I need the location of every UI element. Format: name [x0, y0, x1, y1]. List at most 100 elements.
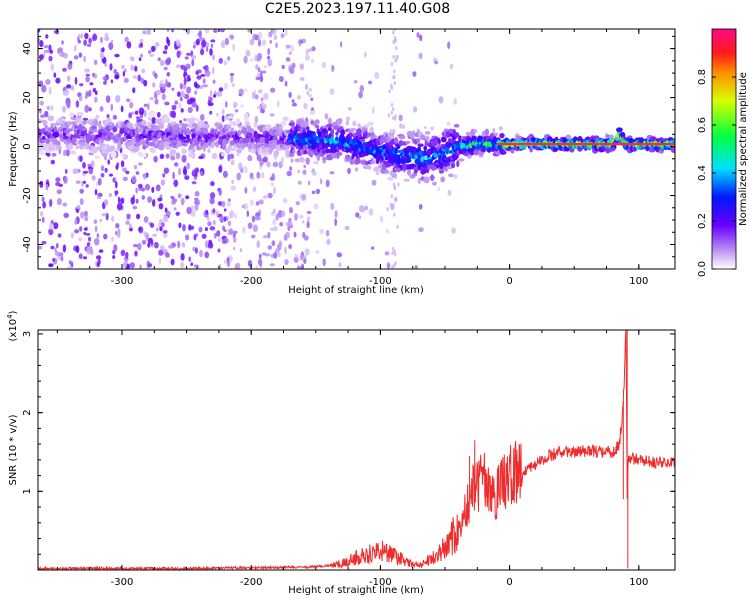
noise-speck — [331, 65, 335, 70]
noise-speck — [204, 251, 210, 259]
noise-speck — [84, 104, 90, 113]
noise-speck — [190, 209, 196, 217]
signal-blob — [284, 146, 290, 150]
snr-y-tick-label: 2 — [22, 409, 33, 415]
noise-speck — [175, 152, 181, 160]
noise-speck — [419, 34, 423, 42]
noise-speck — [259, 259, 263, 268]
noise-speck — [121, 65, 125, 69]
noise-speck — [62, 202, 68, 207]
noise-speck — [116, 202, 123, 211]
noise-speck — [186, 86, 192, 94]
noise-speck — [238, 88, 244, 95]
signal-blob — [373, 166, 380, 172]
signal-blob — [432, 181, 437, 186]
noise-speck — [245, 49, 251, 57]
noise-speck — [236, 172, 241, 181]
noise-speck — [390, 85, 394, 90]
noise-speck — [38, 54, 44, 61]
noise-speck — [129, 56, 134, 60]
noise-speck — [254, 115, 259, 124]
noise-speck — [359, 85, 365, 93]
figure-title: C2E5.2023.197.11.40.G08 — [264, 1, 451, 17]
signal-blob — [175, 123, 180, 131]
noise-speck — [103, 233, 108, 240]
noise-speck — [388, 89, 391, 94]
noise-speck — [392, 116, 395, 120]
signal-blob — [302, 145, 309, 152]
signal-blob — [69, 150, 77, 155]
noise-speck — [286, 170, 292, 177]
snr-plot-area — [38, 330, 675, 570]
signal-blob — [565, 134, 571, 140]
signal-blob — [299, 156, 305, 163]
noise-speck — [277, 252, 281, 257]
signal-blob — [370, 160, 376, 165]
signal-blob — [367, 121, 375, 126]
noise-speck — [67, 266, 72, 269]
noise-speck — [62, 244, 67, 253]
noise-speck — [195, 167, 199, 174]
noise-speck — [83, 39, 87, 46]
noise-speck — [130, 197, 135, 205]
signal-blob — [82, 127, 87, 132]
noise-speck — [325, 229, 330, 237]
noise-speck — [39, 180, 44, 188]
noise-speck — [191, 181, 197, 185]
noise-speck — [229, 72, 235, 77]
noise-speck — [379, 215, 384, 223]
noise-speck — [223, 82, 229, 91]
noise-speck — [123, 260, 127, 268]
noise-speck — [74, 229, 80, 234]
noise-speck — [131, 111, 135, 115]
noise-speck — [251, 234, 256, 239]
noise-speck — [139, 38, 144, 43]
noise-speck — [108, 193, 112, 198]
signal-blob — [498, 126, 503, 131]
noise-speck — [198, 155, 204, 160]
noise-speck — [132, 75, 138, 79]
snr-x-tick-label: -200 — [240, 577, 263, 588]
noise-speck — [176, 50, 181, 58]
noise-speck — [418, 227, 424, 233]
noise-speck — [216, 112, 219, 117]
noise-speck — [176, 64, 181, 68]
noise-speck — [133, 244, 138, 248]
noise-speck — [312, 170, 317, 177]
noise-speck — [170, 258, 175, 266]
noise-speck — [252, 186, 257, 193]
noise-speck — [90, 160, 95, 168]
snr-series-line — [38, 330, 675, 570]
signal-blob — [66, 128, 73, 132]
noise-speck — [261, 172, 265, 179]
signal-blob — [67, 143, 74, 150]
noise-speck — [177, 91, 181, 97]
noise-speck — [272, 29, 277, 36]
signal-blob — [97, 123, 102, 128]
noise-speck — [234, 213, 238, 219]
noise-speck — [120, 197, 125, 204]
noise-speck — [205, 46, 209, 53]
noise-speck — [290, 158, 294, 163]
signal-blob — [198, 145, 203, 150]
signal-blob — [264, 137, 270, 144]
noise-speck — [83, 210, 88, 217]
spectrogram-y-tick-label: 20 — [22, 91, 33, 104]
noise-speck — [231, 179, 234, 184]
noise-speck — [284, 246, 287, 255]
noise-speck — [321, 62, 326, 68]
signal-blob — [150, 149, 157, 153]
noise-speck — [63, 175, 68, 184]
noise-speck — [151, 117, 156, 124]
signal-blob — [423, 176, 430, 184]
noise-speck — [396, 224, 399, 229]
signal-blob — [229, 140, 236, 146]
signal-blob — [375, 158, 380, 165]
noise-speck — [416, 32, 420, 38]
noise-speck — [157, 57, 161, 62]
noise-speck — [171, 104, 177, 111]
signal-blob — [110, 151, 117, 159]
noise-speck — [48, 44, 52, 52]
noise-speck — [39, 100, 44, 106]
noise-speck — [54, 247, 57, 253]
